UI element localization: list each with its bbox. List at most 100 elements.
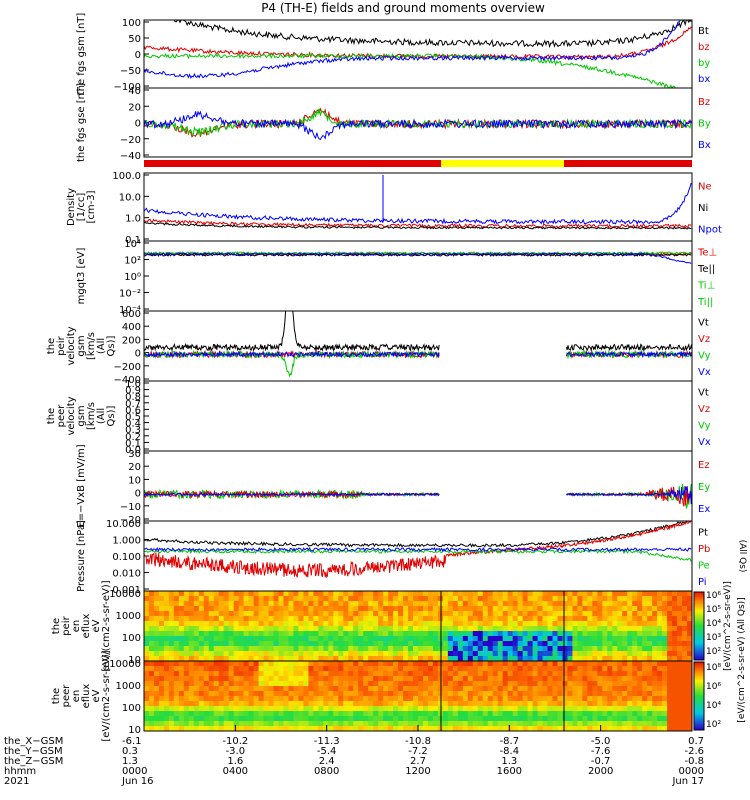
heat-cell xyxy=(542,671,549,677)
heat-cell xyxy=(383,626,389,632)
heat-cell xyxy=(597,661,603,667)
heat-cell xyxy=(582,676,588,682)
heat-cell xyxy=(278,616,285,622)
heat-cell xyxy=(577,601,583,607)
heat-cell xyxy=(188,616,195,622)
heat-cell xyxy=(338,616,344,622)
heat-cell xyxy=(642,701,648,707)
heat-cell xyxy=(323,631,329,637)
heat-cell xyxy=(662,701,668,707)
heat-cell xyxy=(368,611,374,617)
heat-cell xyxy=(153,711,160,717)
heat-cell xyxy=(373,601,379,607)
heat-cell xyxy=(348,686,354,692)
heat-cell xyxy=(627,611,633,617)
heat-cell xyxy=(183,711,190,717)
heat-cell xyxy=(148,606,155,612)
heat-cell xyxy=(422,641,429,647)
heat-cell xyxy=(607,716,613,722)
y-tick-label: 0 xyxy=(135,489,141,500)
heat-cell xyxy=(228,626,235,632)
heat-cell xyxy=(288,641,295,647)
heat-cell xyxy=(597,616,603,622)
heat-cell xyxy=(617,691,623,697)
heat-cell xyxy=(467,596,474,602)
legend-entry: Vz xyxy=(698,334,710,345)
heat-cell xyxy=(457,636,464,642)
heat-cell xyxy=(542,726,549,731)
heat-cell xyxy=(238,656,245,661)
heat-cell xyxy=(487,596,494,602)
heat-cell xyxy=(617,656,623,661)
heat-cell xyxy=(418,626,424,632)
heat-cell xyxy=(537,606,544,612)
heat-cell xyxy=(353,641,359,647)
heat-cell xyxy=(597,656,603,661)
heat-cell xyxy=(368,681,374,687)
heat-cell xyxy=(662,616,668,622)
heat-cell xyxy=(572,611,579,617)
heat-cell xyxy=(552,666,559,672)
heat-cell xyxy=(682,701,688,707)
heat-cell xyxy=(477,676,484,682)
heat-cell xyxy=(358,681,364,687)
heat-cell xyxy=(173,716,180,722)
heat-cell xyxy=(198,711,205,717)
heat-cell xyxy=(388,646,394,652)
heat-cell xyxy=(148,641,155,647)
y-axis-label-line: eV xyxy=(91,619,102,632)
heat-cell xyxy=(627,606,633,612)
heat-cell xyxy=(263,661,270,667)
heat-cell xyxy=(358,646,364,652)
heat-cell xyxy=(482,656,489,661)
heat-cell xyxy=(477,616,484,622)
heat-cell xyxy=(682,631,688,637)
heat-cell xyxy=(418,686,424,692)
heat-cell xyxy=(243,636,250,642)
heat-cell xyxy=(278,661,285,667)
heat-cell xyxy=(472,616,479,622)
heat-cell xyxy=(567,601,574,607)
heat-cell xyxy=(418,611,424,617)
heat-cell xyxy=(502,656,509,661)
heat-cell xyxy=(358,696,364,702)
heat-cell xyxy=(687,721,692,727)
heat-cell xyxy=(313,651,319,657)
heat-cell xyxy=(393,646,399,652)
heat-cell xyxy=(602,596,608,602)
heat-cell xyxy=(567,626,574,632)
panel-frame xyxy=(143,450,693,522)
heat-cell xyxy=(378,696,384,702)
heat-cell xyxy=(592,726,598,731)
heat-cell xyxy=(442,726,449,731)
y-axis-label-line: eflux xyxy=(81,614,92,639)
heat-cell xyxy=(298,671,305,677)
heat-cell xyxy=(183,631,190,637)
heat-cell xyxy=(547,611,554,617)
heat-cell xyxy=(188,606,195,612)
heat-cell xyxy=(158,656,165,661)
heat-cell xyxy=(547,726,554,731)
heat-cell xyxy=(163,646,170,652)
heat-cell xyxy=(597,676,603,682)
heat-cell xyxy=(203,721,210,727)
heat-cell xyxy=(612,636,618,642)
heat-cell xyxy=(258,726,265,731)
heat-cell xyxy=(288,696,295,702)
heat-cell xyxy=(632,706,638,712)
heat-cell xyxy=(398,661,404,667)
heat-cell xyxy=(203,666,210,672)
heat-cell xyxy=(537,596,544,602)
heat-cell xyxy=(323,716,329,722)
heat-cell xyxy=(557,591,564,597)
heat-cell xyxy=(467,686,474,692)
heat-cell xyxy=(228,701,235,707)
heat-cell xyxy=(542,636,549,642)
heat-cell xyxy=(333,606,339,612)
heat-cell xyxy=(403,716,409,722)
heat-cell xyxy=(233,631,240,637)
heat-cell xyxy=(482,721,489,727)
heat-cell xyxy=(183,651,190,657)
heat-cell xyxy=(532,636,539,642)
y-axis-label-line: eV xyxy=(91,689,102,702)
